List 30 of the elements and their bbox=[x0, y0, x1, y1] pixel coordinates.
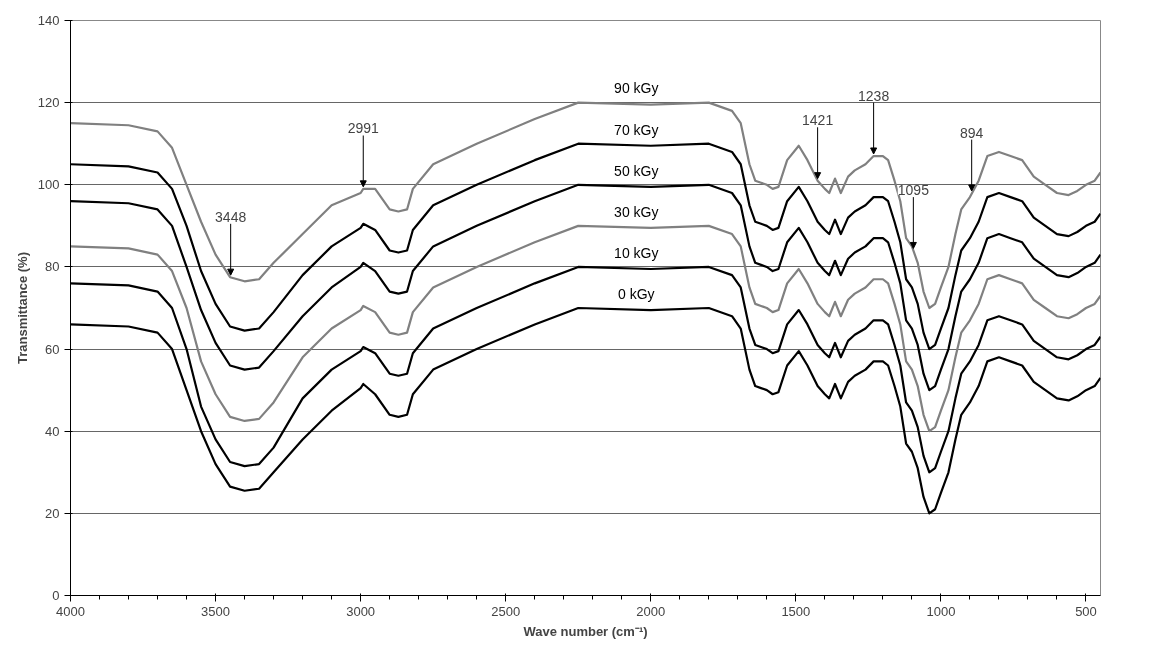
annotation: 1421 bbox=[802, 112, 834, 129]
x-tick-label: 2500 bbox=[491, 603, 521, 619]
annotation: 2991 bbox=[347, 120, 380, 137]
x-tick-label: 2000 bbox=[636, 603, 666, 619]
y-tick-label: 40 bbox=[45, 423, 60, 439]
annotation: 894 bbox=[960, 124, 984, 141]
series-label: 70 kGy bbox=[614, 121, 659, 138]
y-axis-title: Transmittance (%) bbox=[14, 252, 30, 364]
x-tick-label: 500 bbox=[1075, 603, 1097, 619]
y-tick-label: 60 bbox=[45, 341, 60, 357]
x-tick-label: 1500 bbox=[781, 603, 811, 619]
x-tick-label: 3000 bbox=[346, 603, 376, 619]
y-tick-label: 0 bbox=[52, 588, 60, 603]
annotation: 1238 bbox=[858, 87, 890, 104]
y-tick-label: 120 bbox=[37, 95, 60, 111]
x-axis-title: Wave number (cm⁻¹) bbox=[523, 623, 648, 639]
series-label: 0 kGy bbox=[617, 285, 655, 302]
series-label: 90 kGy bbox=[614, 80, 659, 97]
x-tick-label: 4000 bbox=[56, 603, 85, 619]
series-label: 30 kGy bbox=[614, 203, 659, 220]
y-tick-label: 100 bbox=[37, 177, 60, 193]
annotation: 1095 bbox=[897, 182, 930, 199]
y-tick-label: 140 bbox=[37, 13, 60, 28]
series-label: 10 kGy bbox=[614, 244, 659, 261]
series-label: 50 kGy bbox=[614, 162, 659, 179]
y-tick-label: 80 bbox=[45, 259, 60, 275]
x-tick-label: 1000 bbox=[926, 603, 956, 619]
y-tick-label: 20 bbox=[45, 505, 60, 521]
annotation: 3448 bbox=[215, 208, 247, 225]
x-tick-label: 3500 bbox=[201, 603, 231, 619]
